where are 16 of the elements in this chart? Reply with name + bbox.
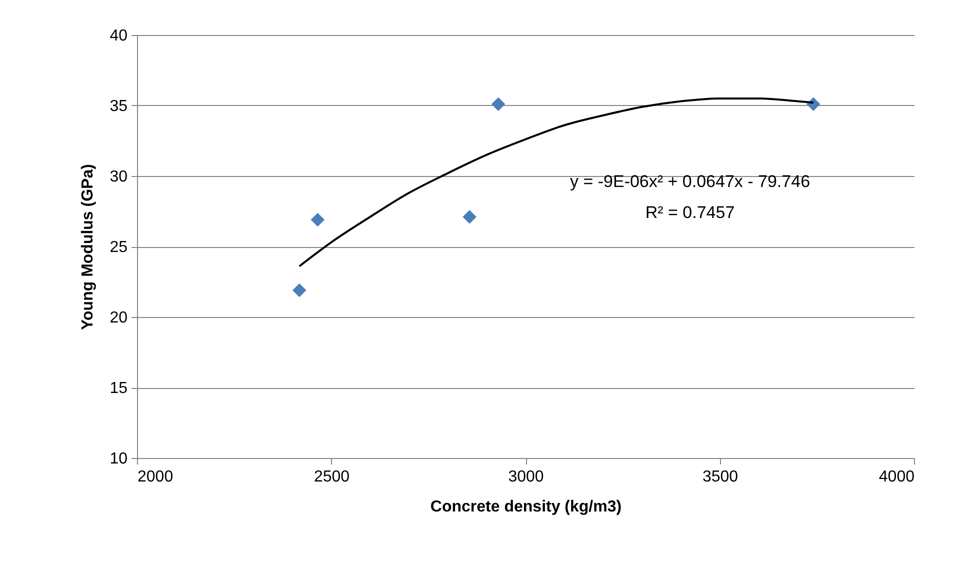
x-tick-label: 3000 bbox=[508, 468, 544, 486]
x-axis-title: Concrete density (kg/m3) bbox=[430, 498, 622, 516]
annotation: y = -9E-06x² + 0.0647x - 79.746 bbox=[570, 172, 810, 191]
y-tick-label: 15 bbox=[110, 380, 128, 397]
x-tick-label: 2000 bbox=[138, 468, 174, 486]
y-tick-label: 20 bbox=[110, 310, 128, 326]
y-axis-title: Young Modulus (GPa) bbox=[80, 164, 97, 330]
x-tick-label: 2500 bbox=[314, 468, 350, 486]
y-tick-label: 10 bbox=[110, 450, 128, 468]
y-tick-label: 30 bbox=[110, 168, 128, 186]
y-tick-label: 25 bbox=[110, 239, 128, 256]
x-tick-label: 3500 bbox=[702, 468, 738, 486]
x-tick-label: 4000 bbox=[878, 468, 915, 486]
annotation: R² = 0.7457 bbox=[645, 203, 735, 222]
y-tick-label: 40 bbox=[110, 28, 128, 44]
y-tick-label: 35 bbox=[110, 98, 128, 115]
